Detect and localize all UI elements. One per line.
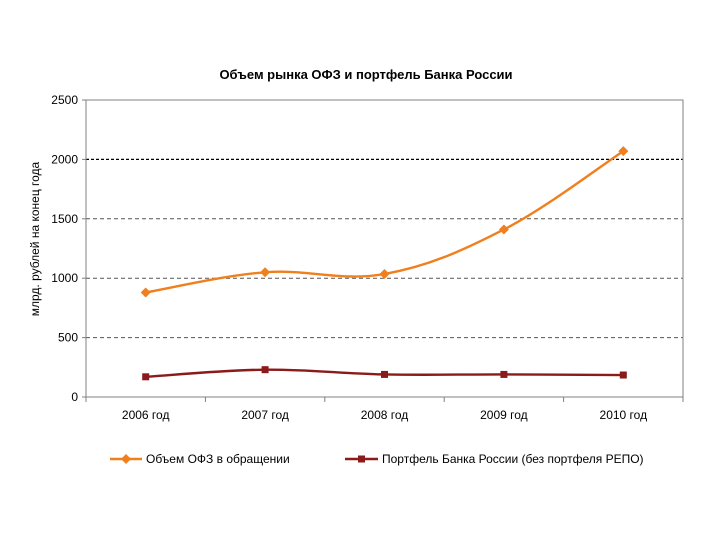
x-tick-label: 2008 год [361,408,409,422]
y-tick-label: 500 [58,331,78,345]
data-point [260,267,271,278]
data-point [619,371,627,379]
x-tick-label: 2007 год [241,408,289,422]
x-tick-label: 2010 год [600,408,648,422]
legend-label: Портфель Банка России (без портфеля РЕПО… [382,452,644,466]
y-tick-label: 0 [71,390,78,404]
legend-label: Объем ОФЗ в обращении [146,452,290,466]
series-group [142,366,627,381]
data-point [140,287,151,298]
plot-area-frame [85,99,684,398]
series-layer [140,146,629,381]
y-tick-label: 2500 [51,93,78,107]
y-tick-label: 1500 [51,212,78,226]
data-point [261,366,269,374]
gridlines [86,158,683,339]
y-tick-label: 2000 [51,152,78,166]
data-point [379,269,390,280]
chart-title: Объем рынка ОФЗ и портфель Банка России [219,67,512,82]
x-tick-label: 2006 год [122,408,170,422]
data-point [618,146,629,157]
legend: Объем ОФЗ в обращении Портфель Банка Росс… [110,452,644,466]
y-axis-label: млрд. рублей на конец года [28,161,42,316]
data-point [500,370,508,378]
data-point [142,373,150,381]
legend-marker [358,455,365,463]
y-axis: 0 500 1000 1500 2000 2500 [51,93,86,404]
x-tick-label: 2009 год [480,408,528,422]
y-tick-label: 1000 [51,271,78,285]
data-point [381,370,388,378]
data-point [498,224,509,235]
series-group [140,146,629,298]
x-axis: 2006 год 2007 год 2008 год 2009 год 2010 год [85,397,684,422]
legend-marker [121,454,131,464]
